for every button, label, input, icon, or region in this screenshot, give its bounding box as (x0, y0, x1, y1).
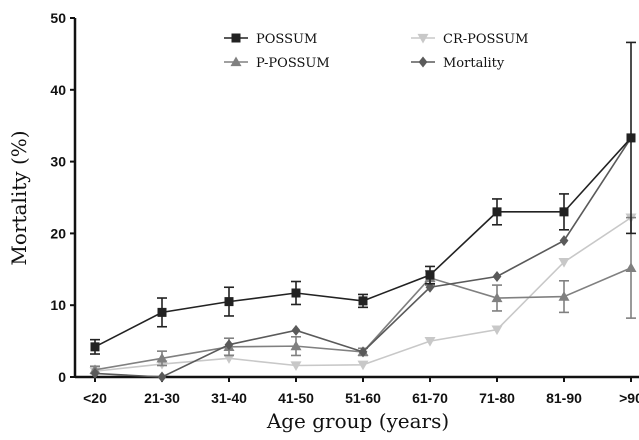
possum-point-3 (291, 288, 301, 298)
cr-possum-point-6 (491, 325, 503, 336)
plot-area (89, 41, 637, 383)
y-tick-label-40: 40 (50, 82, 66, 98)
legend-label-mortality: Mortality (443, 56, 505, 71)
x-tick-label-61-70: 61-70 (412, 390, 448, 406)
y-axis: 0 10 20 30 40 50 (50, 10, 77, 385)
mortality-point-5 (425, 281, 435, 293)
y-tick-label-20: 20 (50, 225, 66, 241)
p-possum-point-6 (491, 292, 503, 303)
mortality-point-2 (224, 339, 234, 351)
x-tick-label-20: <20 (83, 390, 107, 406)
x-axis: <20 21-30 31-40 41-50 51-60 61-70 71-80 81-90 >9… (75, 375, 639, 406)
legend-marker-possum (231, 33, 241, 43)
p-possum-point-7 (558, 291, 570, 301)
p-possum-point-3 (290, 340, 302, 351)
legend: POSSUM CR-POSSUM P-POSSUM Mortality (224, 32, 528, 71)
legend-item-possum: POSSUM (224, 32, 317, 47)
possum-point-2 (224, 297, 234, 307)
cr-possum-point-4 (357, 360, 369, 371)
y-ticks: 0 10 20 30 40 50 (50, 10, 75, 385)
possum-line (94, 137, 632, 348)
x-tick-label-21-30: 21-30 (144, 390, 180, 406)
y-axis-title: Mortality (%) (7, 130, 31, 265)
possum-point-7 (559, 207, 569, 217)
cr-possum-point-2 (223, 354, 235, 364)
mortality-point-6 (492, 270, 502, 282)
mortality-point-3 (291, 324, 301, 336)
legend-marker-mortality (418, 56, 428, 68)
x-tick-label-71-80: 71-80 (479, 390, 515, 406)
legend-item-mortality: Mortality (411, 56, 505, 71)
legend-item-cr-possum: CR-POSSUM (411, 32, 528, 47)
legend-label-possum: POSSUM (256, 32, 317, 47)
mortality-line (94, 137, 632, 378)
mortality-point-7 (559, 235, 569, 247)
possum-point-5 (425, 270, 435, 280)
mortality-point-4 (358, 346, 368, 358)
legend-label-cr-possum: CR-POSSUM (443, 32, 528, 47)
legend-item-p-possum: P-POSSUM (224, 56, 330, 71)
possum-point-8 (626, 133, 636, 143)
x-ticks: <20 21-30 31-40 41-50 51-60 61-70 71-80 81-90 >9… (83, 377, 639, 406)
possum-point-0 (90, 342, 100, 352)
y-tick-label-10: 10 (50, 297, 66, 313)
mortality-point-0 (90, 367, 100, 379)
series-mortality (90, 132, 636, 383)
x-tick-label-51-60: 51-60 (345, 390, 381, 406)
y-tick-label-0: 0 (58, 369, 66, 385)
p-possum-point-8 (625, 262, 637, 272)
y-tick-label-50: 50 (50, 10, 66, 26)
legend-marker-cr-possum (417, 33, 429, 44)
y-tick-label-30: 30 (50, 154, 66, 170)
legend-marker-p-possum (230, 56, 242, 67)
cr-possum-point-7 (558, 257, 570, 268)
possum-point-1 (157, 307, 167, 317)
cr-possum-point-5 (424, 336, 436, 347)
x-tick-label-41-50: 41-50 (278, 390, 314, 406)
x-tick-label-90: >90 (619, 390, 639, 406)
possum-point-6 (492, 207, 502, 217)
p-possum-point-1 (156, 352, 168, 363)
legend-label-p-possum: P-POSSUM (256, 56, 330, 71)
x-axis-title: Age group (years) (266, 409, 449, 433)
x-tick-label-31-40: 31-40 (211, 390, 247, 406)
x-tick-label-81-90: 81-90 (546, 390, 582, 406)
possum-point-4 (358, 296, 368, 306)
cr-possum-point-3 (290, 361, 302, 372)
mortality-point-1 (157, 371, 167, 383)
series-possum (90, 41, 636, 355)
